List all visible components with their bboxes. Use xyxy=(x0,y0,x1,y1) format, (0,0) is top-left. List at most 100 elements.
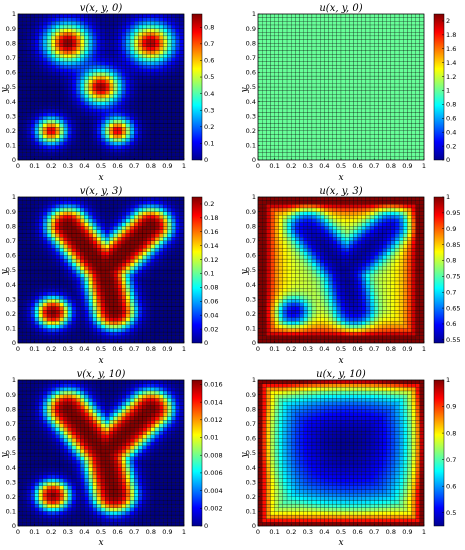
heatmap-cell xyxy=(88,13,93,18)
heatmap-cell xyxy=(117,83,122,88)
heatmap-cell xyxy=(129,324,135,329)
heatmap-cell xyxy=(307,32,313,37)
heatmap-cell xyxy=(92,72,97,77)
heatmap-cell xyxy=(22,310,27,314)
heatmap-cell xyxy=(179,222,185,227)
heatmap-cell xyxy=(369,61,375,66)
heatmap-cell xyxy=(34,21,39,26)
heatmap-cell xyxy=(266,137,271,142)
heatmap-cell xyxy=(88,97,93,102)
heatmap-cell xyxy=(390,108,396,113)
heatmap-cell xyxy=(84,226,89,230)
heatmap-cell xyxy=(96,75,102,80)
heatmap-cell xyxy=(59,108,64,113)
heatmap-cell xyxy=(274,57,279,62)
heatmap-cell xyxy=(369,75,375,80)
heatmap-cell xyxy=(365,39,371,44)
heatmap-cell xyxy=(92,116,97,120)
heatmap-cell xyxy=(146,145,151,150)
heatmap-cell xyxy=(179,226,185,230)
heatmap-cell xyxy=(109,313,114,318)
heatmap-cell xyxy=(59,101,64,106)
heatmap-cell xyxy=(315,68,321,73)
heatmap-cell xyxy=(167,127,172,131)
heatmap-cell xyxy=(357,148,362,153)
heatmap-cell xyxy=(96,284,102,289)
heatmap-cell xyxy=(22,328,27,333)
heatmap-cell xyxy=(75,145,81,150)
heatmap-cell xyxy=(71,90,77,95)
heatmap-cell xyxy=(80,123,85,128)
heatmap-cell xyxy=(390,116,396,120)
heatmap-cell xyxy=(30,130,35,135)
heatmap-cell xyxy=(175,288,180,293)
heatmap-cell xyxy=(419,112,425,117)
heatmap-cell xyxy=(286,64,292,69)
heatmap-cell xyxy=(100,215,106,220)
heatmap-cell xyxy=(84,156,89,161)
heatmap-cell xyxy=(142,339,147,344)
heatmap-cell xyxy=(179,13,185,18)
heatmap-cell xyxy=(88,54,93,58)
heatmap-cell xyxy=(84,310,89,314)
heatmap-cell xyxy=(274,105,279,110)
heatmap-cell xyxy=(80,35,85,40)
heatmap-cell xyxy=(146,35,151,40)
heatmap-cell xyxy=(84,46,89,51)
heatmap-cell xyxy=(163,24,168,29)
heatmap-cell xyxy=(332,108,337,113)
heatmap-cell xyxy=(324,13,329,18)
heatmap-cell xyxy=(100,72,106,77)
heatmap-cell xyxy=(146,13,151,18)
y-tick-label: 0.7 xyxy=(6,237,16,245)
heatmap-cell xyxy=(175,280,180,285)
heatmap-cell xyxy=(286,35,292,40)
heatmap-cell xyxy=(403,79,408,84)
heatmap-cell xyxy=(286,24,292,29)
heatmap-cell xyxy=(26,204,31,209)
heatmap-cell xyxy=(38,39,44,44)
heatmap-cell xyxy=(163,244,168,249)
heatmap-cell xyxy=(146,269,151,274)
heatmap-cell xyxy=(42,226,48,230)
heatmap-cell xyxy=(113,288,118,293)
heatmap-cell xyxy=(394,86,400,91)
heatmap-cell xyxy=(311,83,317,88)
heatmap-cell xyxy=(17,262,23,267)
heatmap-cell xyxy=(84,291,89,296)
heatmap-cell xyxy=(146,127,151,131)
heatmap-cell xyxy=(67,262,73,267)
heatmap-cell xyxy=(382,64,387,69)
heatmap-cell xyxy=(179,39,185,44)
heatmap-cell xyxy=(71,123,77,128)
heatmap-cell xyxy=(150,148,156,153)
heatmap-cell xyxy=(55,207,60,212)
heatmap-cell xyxy=(96,310,102,314)
heatmap-cell xyxy=(75,75,81,80)
heatmap-cell xyxy=(386,156,391,161)
heatmap-cell xyxy=(109,50,114,55)
heatmap-cell xyxy=(419,137,425,142)
x-tick-label: 0 xyxy=(256,162,260,170)
heatmap-cell xyxy=(163,251,168,256)
heatmap-cell xyxy=(303,101,308,106)
heatmap-cell xyxy=(411,35,416,40)
heatmap-cell xyxy=(138,61,143,66)
heatmap-cell xyxy=(75,50,81,55)
heatmap-cell xyxy=(299,108,304,113)
heatmap-cell xyxy=(26,90,31,95)
heatmap-cell xyxy=(167,258,172,263)
heatmap-cell xyxy=(150,105,156,110)
heatmap-cell xyxy=(154,211,160,216)
heatmap-cell xyxy=(134,339,139,344)
heatmap-cell xyxy=(17,284,23,289)
heatmap-cell xyxy=(262,13,267,18)
heatmap-cell xyxy=(171,145,176,150)
heatmap-cell xyxy=(324,112,329,117)
heatmap-cell xyxy=(38,123,44,128)
heatmap-cell xyxy=(109,17,114,22)
heatmap-cell xyxy=(67,240,73,245)
heatmap-cell xyxy=(179,244,185,249)
heatmap-cell xyxy=(150,17,156,22)
heatmap-cell xyxy=(403,148,408,153)
